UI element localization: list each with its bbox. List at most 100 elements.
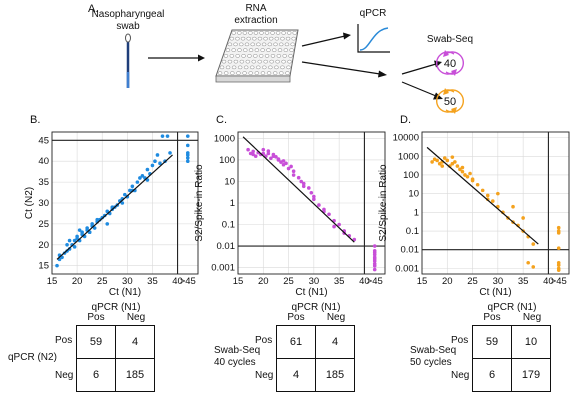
plate-well [225, 48, 231, 52]
data-point [301, 181, 306, 186]
plate-well [219, 65, 225, 70]
contingency-table-2: 61 4 4 185 [276, 325, 355, 392]
plate-well [257, 36, 263, 41]
data-point-undetected [556, 225, 561, 230]
plate-well [249, 65, 255, 70]
data-point [317, 203, 321, 207]
table-3-row-neg: Neg [451, 370, 470, 381]
x-tick-label: 15 [417, 276, 428, 287]
plate-well [281, 31, 286, 35]
y-tick-label: 0.001 [395, 263, 419, 274]
data-point [77, 228, 82, 232]
table-3-cell-neg-pos: 6 [472, 358, 512, 392]
y-tick-label: 0.1 [222, 220, 235, 231]
data-point [291, 173, 296, 177]
data-point [72, 245, 77, 249]
plate-well [280, 65, 285, 70]
x-tick-label: 30 [493, 276, 504, 287]
table-3-row-pos: Pos [451, 335, 469, 346]
arrow-to-40 [401, 63, 437, 75]
plate-well [277, 48, 283, 52]
data-point [269, 156, 273, 161]
data-point [312, 194, 316, 199]
fit-line [242, 136, 355, 243]
plate-well [264, 31, 270, 35]
data-point [65, 242, 69, 247]
data-point [490, 199, 495, 203]
y-tick-label: 1000 [398, 151, 419, 162]
data-point [105, 222, 110, 226]
plate-well [244, 42, 250, 47]
data-point [150, 163, 155, 168]
data-point [165, 134, 170, 138]
data-point [296, 175, 301, 180]
data-point [135, 180, 140, 184]
table-1-row-neg: Neg [55, 370, 74, 381]
plate-well [286, 65, 291, 70]
table-3-cell-neg-neg: 179 [511, 358, 551, 392]
cycle-50-label: 50 [444, 96, 456, 108]
plate-well [260, 71, 266, 75]
y-tick-label: 10000 [393, 133, 419, 144]
data-point [332, 224, 336, 229]
y-tick-label: 20 [38, 240, 49, 251]
plate-well [275, 31, 281, 35]
x-tick-label: 15 [47, 276, 58, 287]
y-tick-label: 100 [219, 155, 235, 166]
x-tick-label: >45 [367, 276, 383, 287]
plate-well [236, 71, 241, 75]
plate-well [281, 59, 286, 64]
plate-well [254, 48, 260, 52]
data-point-undetected [372, 248, 377, 253]
data-point [120, 201, 125, 205]
y-tick-label: 30 [38, 198, 49, 209]
plate-well [230, 71, 235, 75]
y-tick-label: 40 [38, 156, 49, 167]
arrow-to-50 [401, 81, 437, 97]
y-tick-label: 45 [38, 135, 49, 146]
data-point [312, 197, 316, 202]
chart-c: 15 20 25 30 35 40>45 0.001 0.01 0.1 1 10 100 1000 Ct … [194, 131, 386, 298]
plate-well [241, 54, 246, 58]
swab-icon [125, 33, 131, 88]
plate-well [243, 48, 248, 52]
y-axis-label: Ct (N2) [24, 187, 35, 219]
table-2-col-neg: Neg [326, 312, 346, 323]
swab-label-line2: swab [116, 21, 140, 32]
data-point [128, 188, 132, 193]
plate-well [256, 65, 261, 70]
data-point [168, 151, 172, 155]
y-tick-label: 35 [38, 177, 49, 188]
plate-well [227, 42, 233, 47]
table-3-cell-pos-neg: 10 [511, 325, 551, 359]
cycle-50-icon [435, 88, 465, 114]
data-point [286, 166, 291, 171]
data-point [289, 164, 293, 169]
plate-well [243, 65, 249, 70]
y-tick-label: 1000 [214, 133, 235, 144]
plate-well [259, 31, 264, 35]
data-point [291, 169, 296, 174]
table-2-cell-pos-pos: 61 [276, 325, 316, 359]
data-point [463, 173, 467, 177]
plate-well [273, 42, 278, 47]
plate-well [260, 48, 265, 52]
plot-frame [237, 131, 386, 275]
arrow-head-2 [343, 32, 351, 40]
data-point [460, 165, 465, 170]
plate-well [282, 54, 287, 58]
data-point [445, 158, 450, 163]
table-3-row-title-line1: Swab-Seq [410, 345, 457, 356]
x-tick-label: 20 [72, 276, 83, 287]
table-1-col-header: qPCR (N1) [91, 302, 141, 313]
data-point [480, 188, 485, 193]
data-point [80, 230, 84, 235]
data-point-undetected [372, 255, 377, 260]
arrow-rna-to-qpcr [301, 35, 346, 47]
table-1-cell-pos-neg: 4 [115, 325, 155, 359]
y-tick-label: 15 [38, 261, 49, 272]
data-point-undetected [372, 264, 377, 268]
plate-well [256, 42, 261, 47]
data-point [140, 174, 145, 178]
data-point [284, 161, 288, 166]
